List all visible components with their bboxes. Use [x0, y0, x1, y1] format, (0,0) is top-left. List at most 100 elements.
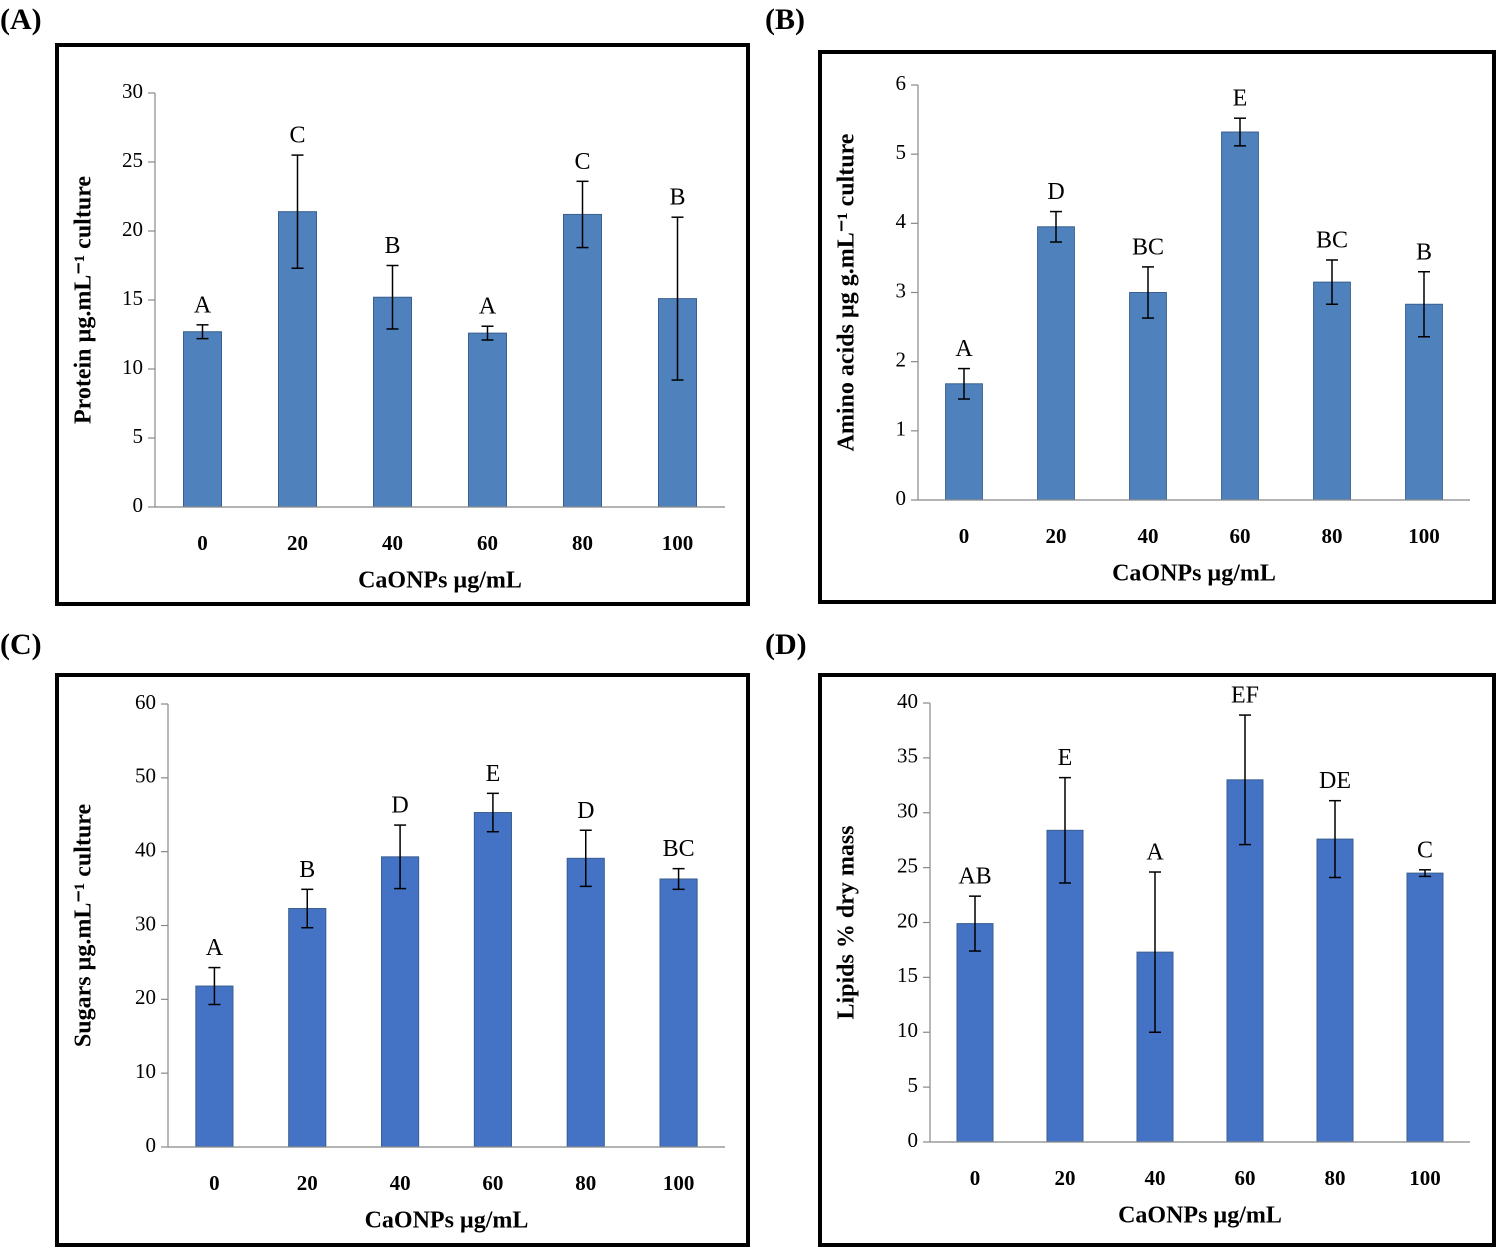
x-axis-label: CaONPs µg/mL: [358, 568, 522, 594]
significance-letter: BC: [1132, 234, 1164, 260]
y-tick-label: 40: [897, 689, 918, 713]
bar: [183, 331, 222, 508]
x-tick-label: 100: [1409, 1166, 1441, 1190]
bar: [1129, 292, 1167, 501]
y-axis-label: Protein µg.mL⁻¹ culture: [71, 176, 97, 424]
error-bar: [208, 966, 221, 1006]
bar: [1313, 281, 1351, 501]
significance-letter: DE: [1319, 768, 1351, 794]
x-tick-label: 60: [1230, 524, 1251, 548]
error-bar: [579, 829, 592, 888]
y-tick-label: 15: [897, 963, 918, 987]
y-tick-label: 20: [122, 217, 143, 241]
x-tick-label: 40: [390, 1171, 411, 1195]
y-axis-label: Sugars µg.mL⁻¹ culture: [71, 804, 97, 1048]
error-bar: [672, 867, 685, 891]
x-axis-label: CaONPs µg/mL: [1118, 1203, 1282, 1229]
x-tick-label: 60: [482, 1171, 503, 1195]
bar: [195, 985, 234, 1148]
error-bar: [1329, 799, 1341, 879]
y-axis-label: Amino acids µg g.mL⁻¹ culture: [834, 133, 860, 451]
significance-letter: A: [1146, 840, 1164, 866]
bar: [288, 908, 327, 1148]
bar: [1316, 838, 1354, 1143]
x-tick-label: 0: [970, 1166, 981, 1190]
y-tick-label: 25: [122, 148, 143, 172]
error-bar: [486, 792, 499, 833]
y-tick-label: 0: [133, 493, 144, 517]
x-tick-label: 40: [1145, 1166, 1166, 1190]
error-bar: [1149, 871, 1161, 1033]
bar: [473, 812, 512, 1148]
significance-letter: D: [1047, 179, 1064, 205]
y-tick-label: 10: [897, 1018, 918, 1042]
bar: [945, 383, 983, 501]
y-tick-label: 0: [146, 1133, 157, 1157]
significance-letter: A: [206, 935, 224, 961]
x-tick-label: 80: [1322, 524, 1343, 548]
error-bar: [196, 324, 209, 340]
y-tick-label: 60: [135, 690, 156, 714]
bar: [566, 857, 605, 1148]
bar: [381, 856, 420, 1148]
y-tick-label: 30: [135, 911, 156, 935]
significance-letter: C: [289, 123, 305, 149]
y-tick-label: 4: [896, 209, 907, 233]
bar: [659, 878, 698, 1148]
error-bar: [1050, 210, 1062, 243]
y-tick-label: 5: [896, 140, 907, 164]
error-bar: [1419, 869, 1431, 878]
y-tick-label: 0: [896, 486, 907, 510]
y-tick-label: 1: [896, 417, 907, 441]
significance-letter: A: [479, 294, 497, 320]
error-bar: [958, 367, 970, 400]
x-axis-label: CaONPs µg/mL: [365, 1208, 529, 1234]
significance-letter: E: [486, 761, 501, 787]
error-bar: [969, 895, 981, 952]
error-bar: [386, 264, 399, 330]
x-tick-label: 100: [1408, 524, 1440, 548]
bar: [468, 332, 507, 508]
x-tick-label: 20: [1055, 1166, 1076, 1190]
error-bar: [1418, 271, 1430, 338]
error-bar: [291, 154, 304, 270]
bar: [956, 923, 994, 1143]
significance-letter: E: [1058, 745, 1073, 771]
significance-letter: D: [391, 793, 408, 819]
y-tick-label: 30: [897, 799, 918, 823]
error-bar: [671, 216, 684, 381]
y-tick-label: 20: [897, 908, 918, 932]
x-tick-label: 20: [297, 1171, 318, 1195]
x-tick-label: 20: [287, 531, 308, 555]
x-axis-label: CaONPs µg/mL: [1112, 561, 1276, 587]
x-tick-label: 0: [209, 1171, 220, 1195]
x-tick-label: 0: [197, 531, 208, 555]
panel-label: (C): [0, 628, 42, 661]
error-bar: [481, 325, 494, 341]
error-bar: [1234, 117, 1246, 147]
y-axis-label: Lipids % dry mass: [834, 825, 860, 1019]
significance-letter: B: [299, 857, 315, 883]
significance-letter: E: [1233, 86, 1248, 112]
y-tick-label: 6: [896, 71, 907, 95]
error-bar: [576, 180, 589, 249]
significance-letter: AB: [958, 864, 991, 890]
panel-label: (D): [765, 628, 807, 661]
y-tick-label: 25: [897, 853, 918, 877]
y-tick-label: 20: [135, 985, 156, 1009]
y-tick-label: 30: [122, 79, 143, 103]
panel-label: (B): [765, 3, 805, 36]
x-tick-label: 100: [662, 531, 694, 555]
significance-letter: EF: [1231, 683, 1259, 709]
x-tick-label: 60: [1235, 1166, 1256, 1190]
y-tick-label: 10: [122, 355, 143, 379]
bar: [1037, 226, 1075, 501]
bar: [563, 213, 602, 508]
bar: [1406, 872, 1444, 1143]
significance-letter: C: [574, 149, 590, 175]
significance-letter: BC: [663, 836, 695, 862]
significance-letter: BC: [1316, 227, 1348, 253]
error-bar: [1239, 714, 1251, 846]
y-tick-label: 3: [896, 278, 907, 302]
